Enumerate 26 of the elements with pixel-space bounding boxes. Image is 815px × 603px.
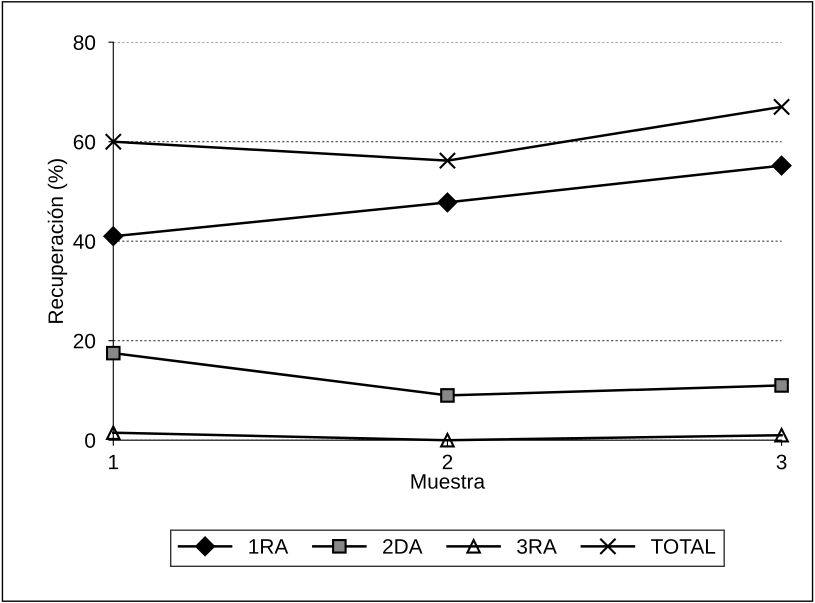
point	[438, 152, 456, 170]
y-axis-title: Recuperación (%)	[48, 159, 68, 323]
point	[103, 226, 124, 246]
x-tick-label: 3	[776, 454, 786, 470]
x-axis-title: Muestra	[412, 474, 486, 489]
point	[440, 388, 455, 403]
y-tick-label: 0	[85, 433, 96, 448]
y-tick-label: 60	[74, 134, 96, 150]
point	[104, 133, 122, 150]
point	[440, 432, 455, 448]
y-tick-label: 20	[74, 334, 96, 348]
point	[438, 192, 458, 212]
legend-label: 2DA	[383, 539, 423, 554]
legend-label: 3RA	[517, 539, 557, 554]
point	[106, 346, 121, 360]
x-tick-label: 1	[109, 454, 118, 470]
legend-label: TOTAL	[651, 539, 716, 554]
y-tick-label: 80	[74, 35, 96, 50]
legend-label: 1RA	[249, 539, 288, 554]
point	[106, 425, 121, 440]
point	[772, 98, 790, 116]
x-tick-label: 2	[442, 454, 452, 470]
point	[772, 156, 792, 176]
point	[774, 428, 789, 443]
y-tick-label: 40	[73, 234, 96, 249]
point	[774, 378, 789, 393]
